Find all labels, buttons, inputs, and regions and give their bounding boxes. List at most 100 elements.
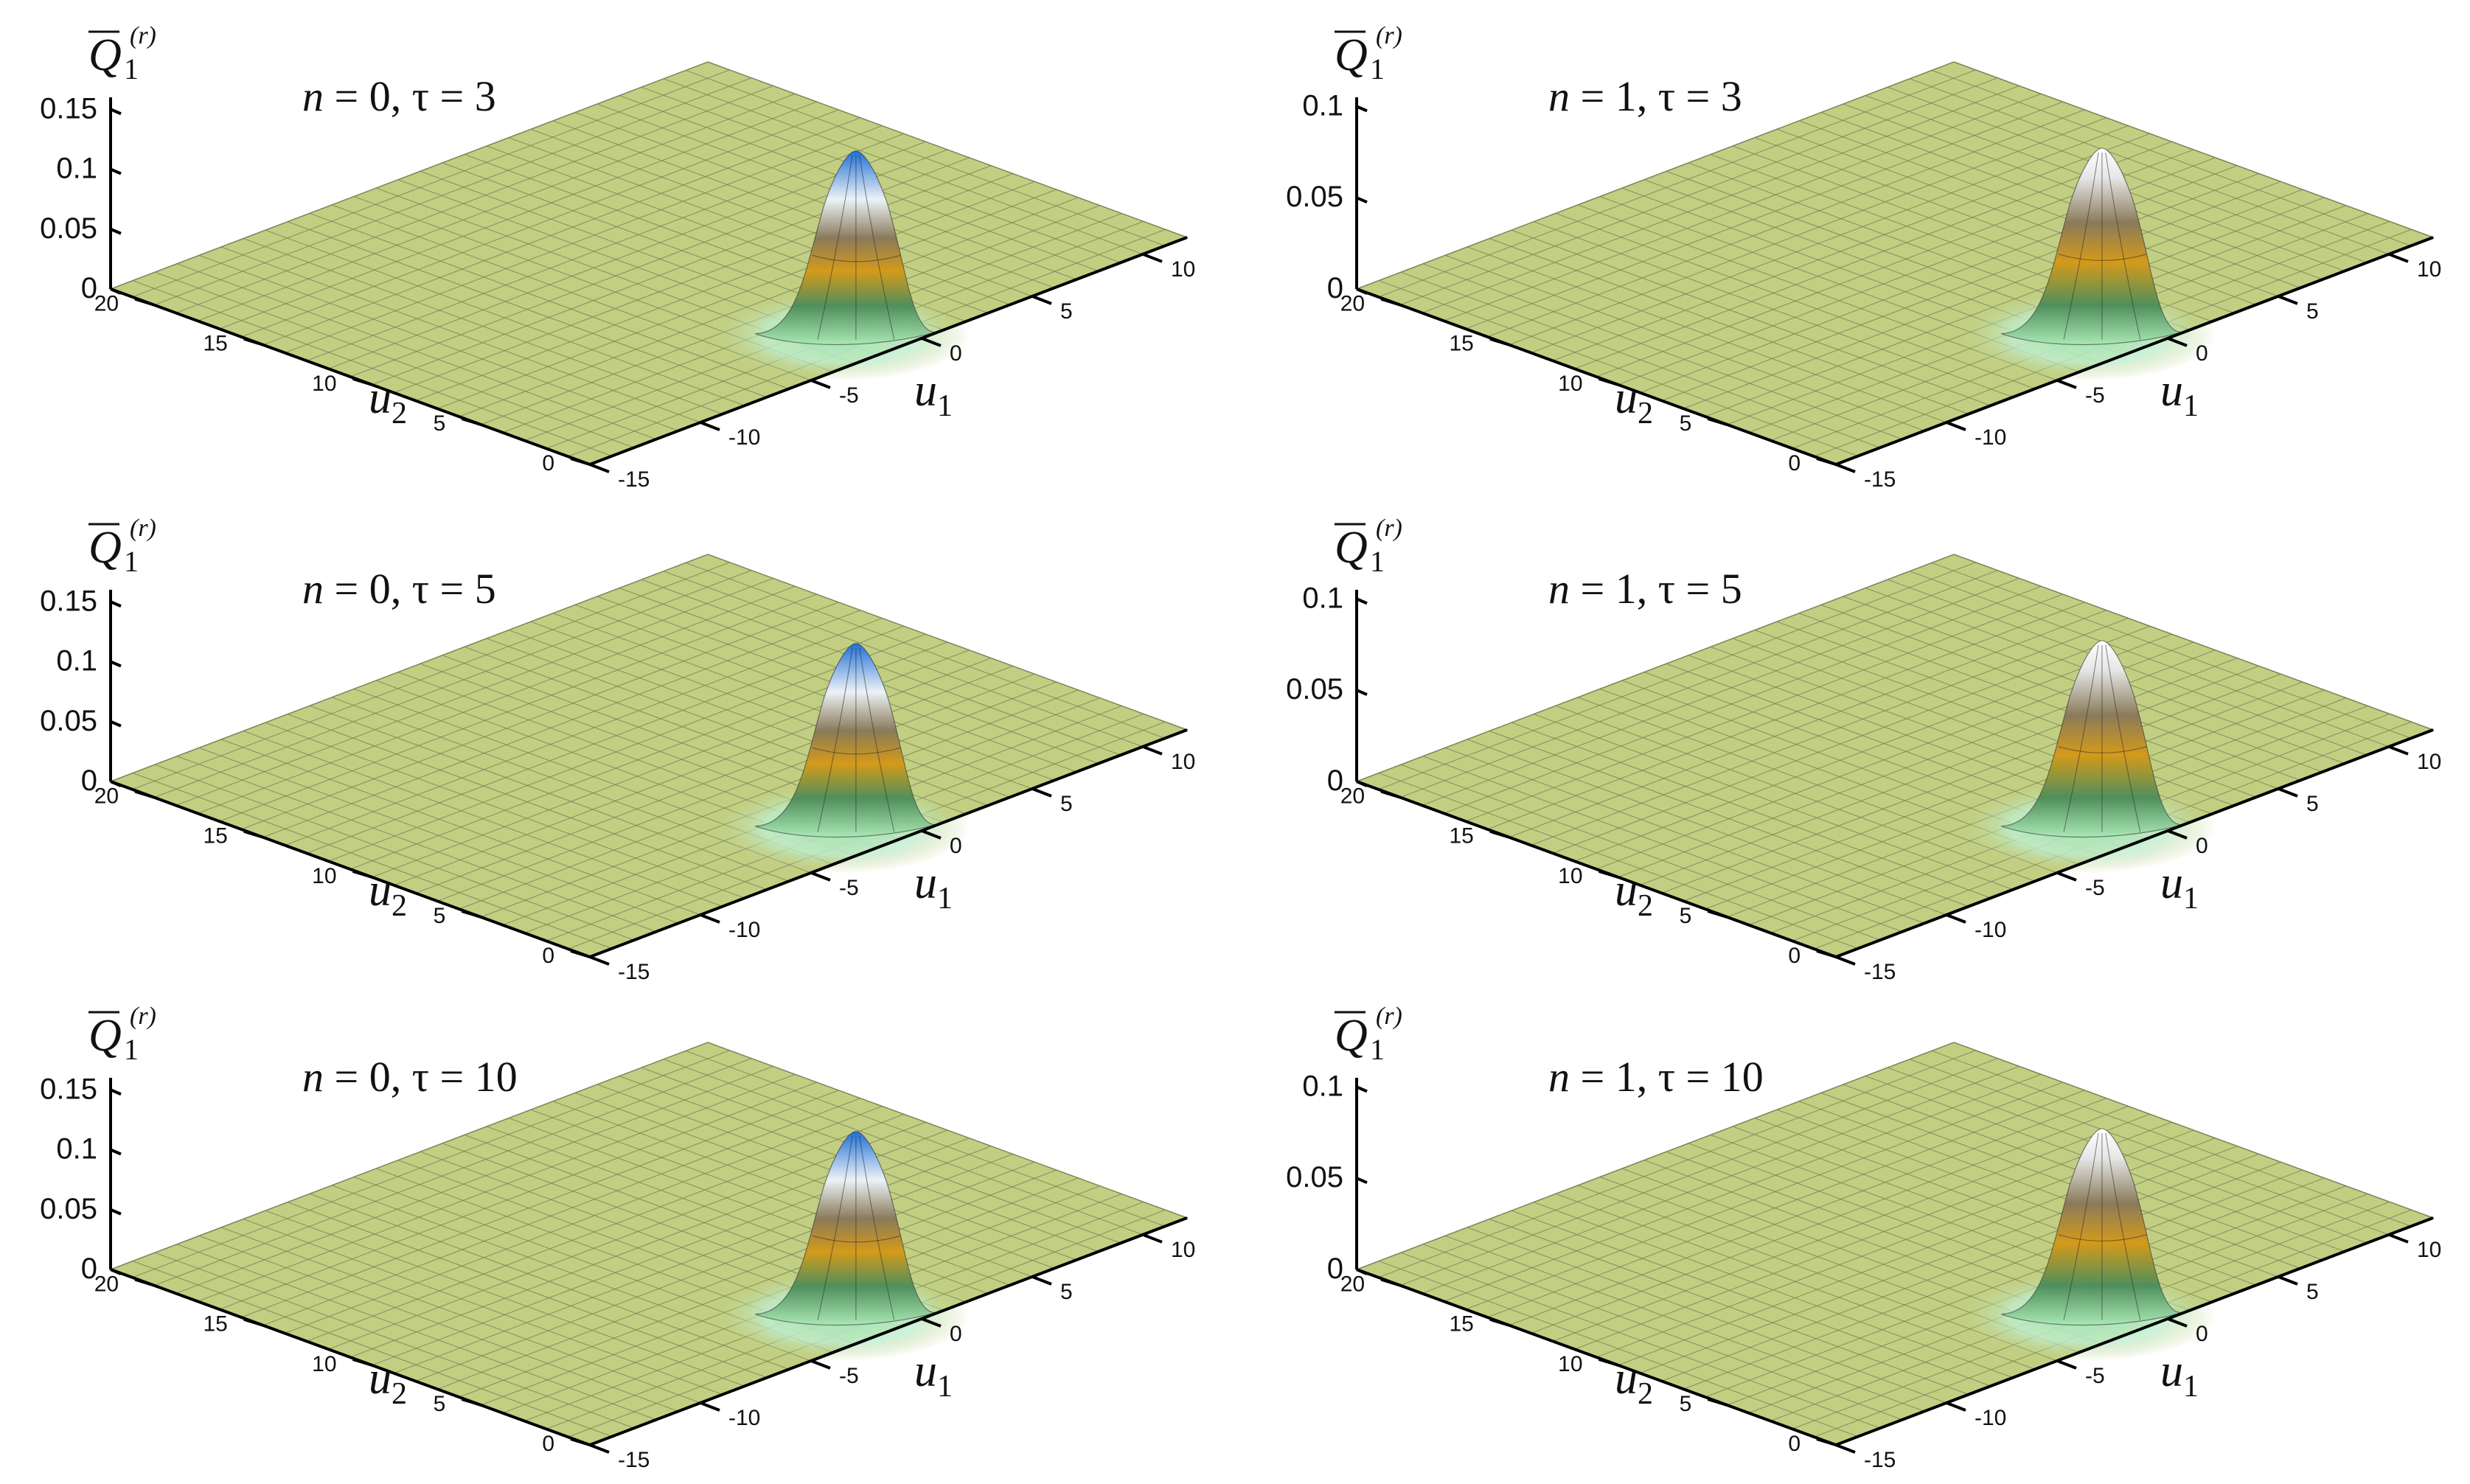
u2-tick-label: 5 [434, 904, 446, 928]
u1-tick-label: -10 [1975, 425, 2006, 450]
u2-tick-label: 15 [1449, 332, 1473, 356]
u1-tick-label: 0 [2196, 341, 2208, 366]
u2-tick-label: 20 [94, 292, 119, 316]
z-tick [1356, 780, 1368, 787]
u1-tick [700, 1401, 720, 1412]
u2-tick-label: 0 [1788, 451, 1801, 475]
surface-panel: 0 0.05 0.1 0.15 0 5 10 15 20 -15 -10 -5 0 5 10 n = 0, τ… [40, 515, 1195, 984]
u2-tick-label: 20 [1340, 292, 1365, 316]
u1-tick-label: 0 [2196, 1322, 2208, 1346]
u1-tick-label: -5 [2085, 383, 2105, 408]
peak-mesh [2058, 1132, 2147, 1320]
z-tick-label: 0.1 [1302, 1070, 1343, 1102]
u2-tick-label: 15 [203, 1312, 227, 1337]
u1-tick [2056, 871, 2077, 882]
u2-tick [570, 1438, 591, 1446]
z-tick [110, 720, 122, 728]
u2-axis-label: u2 [1615, 1354, 1653, 1411]
z-tick [110, 1148, 122, 1156]
u1-tick [700, 421, 720, 431]
u1-tick-label: 0 [950, 341, 962, 366]
u1-tick-label: -5 [839, 1364, 859, 1388]
u1-tick [700, 913, 720, 924]
u1-axis [1835, 236, 2434, 466]
u1-axis-label: u1 [914, 858, 953, 916]
surface-panel: 0 0.05 0.1 0.15 0 5 10 15 20 -15 -10 -5 0 5 10 n = 0, τ… [40, 1003, 1195, 1472]
z-tick-label: 0.15 [40, 92, 97, 125]
surface-grid [1356, 61, 2434, 465]
z-tick-label: 0.05 [1286, 673, 1343, 706]
u2-tick [1707, 1397, 1728, 1407]
u1-tick-label: 10 [1171, 1238, 1195, 1262]
u2-tick-label: 5 [434, 1392, 446, 1416]
u1-tick-label: 5 [2306, 1280, 2319, 1304]
svg-text:Q: Q [88, 1011, 122, 1061]
u2-tick [1816, 950, 1837, 958]
u1-tick [589, 463, 610, 473]
u1-tick-label: -15 [618, 1448, 650, 1472]
u1-tick [2167, 829, 2188, 840]
u2-tick [570, 457, 591, 466]
svg-text:(r): (r) [1376, 22, 1402, 49]
u1-tick-label: 5 [1060, 299, 1073, 324]
z-tick [1356, 597, 1368, 605]
z-tick-label: 0.05 [1286, 1161, 1343, 1194]
z-axis-label: Q 1 (r) [88, 1003, 156, 1066]
panel-title: n = 1, τ = 5 [1548, 565, 1742, 613]
peak-mesh [2058, 644, 2147, 832]
surface-grid [110, 61, 1188, 465]
u2-tick-label: 10 [312, 372, 336, 396]
peak-mesh [812, 155, 901, 340]
u2-tick [134, 297, 155, 307]
svg-text:Q: Q [88, 30, 122, 80]
u1-tick [2056, 379, 2077, 389]
u1-tick [1946, 421, 1966, 431]
u1-tick-label: 0 [950, 1322, 962, 1346]
u2-tick-label: 15 [1449, 1312, 1473, 1337]
z-tick-label: 0 [81, 272, 97, 304]
u2-tick-label: 10 [1558, 372, 1582, 396]
u1-tick-label: 0 [2196, 834, 2208, 858]
panel-title: n = 1, τ = 3 [1548, 72, 1742, 120]
u1-tick [2278, 787, 2298, 798]
u2-tick [1489, 829, 1510, 839]
u1-axis [1835, 728, 2434, 958]
u2-tick-label: 5 [434, 411, 446, 436]
u1-axis [589, 236, 1188, 466]
u1-tick-label: 10 [1171, 257, 1195, 282]
panel-title: n = 0, τ = 5 [302, 565, 496, 613]
u2-tick [243, 1317, 264, 1327]
z-tick [110, 227, 122, 235]
u1-axis-label: u1 [2160, 858, 2199, 916]
z-tick [110, 1208, 122, 1216]
u1-tick [1032, 294, 1052, 305]
u1-tick-label: 10 [2417, 750, 2441, 774]
u1-tick [1835, 955, 1856, 966]
z-axis-label: Q 1 (r) [1335, 515, 1402, 578]
z-axis-label: Q 1 (r) [88, 515, 156, 578]
svg-text:1: 1 [1370, 545, 1385, 578]
u2-tick-label: 0 [542, 1432, 554, 1456]
u2-tick-label: 15 [203, 332, 227, 356]
u1-tick [2167, 337, 2188, 347]
u1-tick [2278, 1275, 2298, 1286]
z-tick-label: 0.15 [40, 1073, 97, 1105]
u1-axis-label: u1 [2160, 366, 2199, 423]
svg-text:Q: Q [1335, 523, 1368, 573]
svg-text:1: 1 [1370, 52, 1385, 86]
z-tick [1356, 1177, 1368, 1185]
u1-tick [1142, 745, 1163, 756]
u2-axis [110, 780, 591, 958]
u2-tick-label: 20 [94, 784, 119, 809]
u2-tick-label: 20 [94, 1272, 119, 1297]
surface-panel: 0 0.05 0.1 0 5 10 15 20 -15 -10 -5 0 5 10 n = 1, τ = 5… [1286, 515, 2441, 984]
u2-tick [243, 337, 264, 346]
svg-text:(r): (r) [130, 515, 156, 542]
u1-tick-label: 10 [1171, 750, 1195, 774]
u1-tick-label: 10 [2417, 257, 2441, 282]
u2-tick-label: 0 [542, 944, 554, 968]
surface-panel: 0 0.05 0.1 0 5 10 15 20 -15 -10 -5 0 5 10 n = 1, τ = 1… [1286, 1003, 2441, 1472]
u2-tick [1816, 457, 1837, 466]
z-tick-label: 0.15 [40, 585, 97, 617]
